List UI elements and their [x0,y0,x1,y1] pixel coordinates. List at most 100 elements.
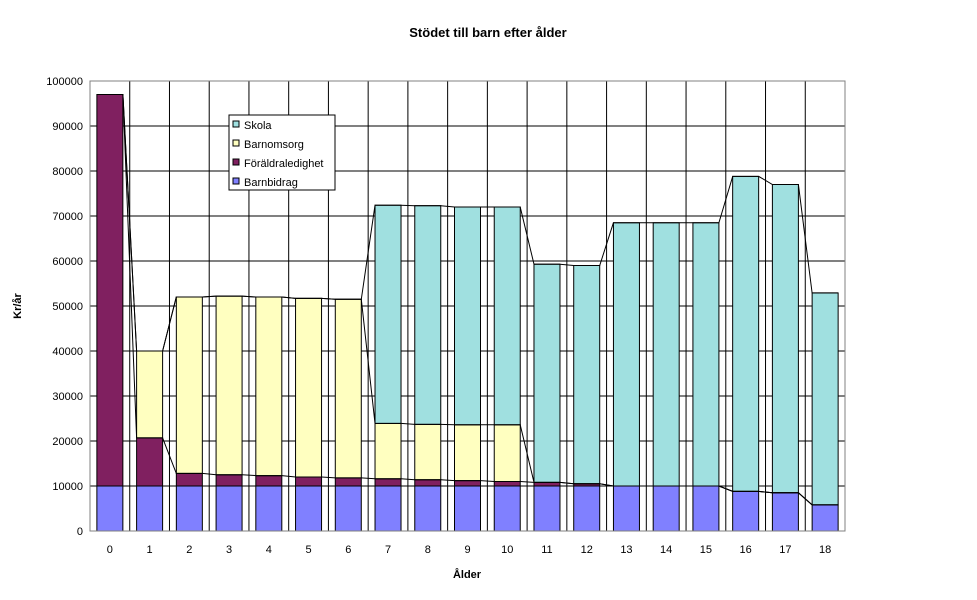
y-tick-label: 60000 [52,256,83,268]
bar-barnbidrag-17 [771,492,799,532]
x-tick-label: 4 [266,544,272,556]
bar-skola-10 [493,206,521,426]
bar-f-r-ldraledighet-1 [136,437,164,487]
bar-barnbidrag-3 [215,485,243,532]
bar-skola-17 [771,184,799,494]
legend: Skola Barnomsorg Föräldraledighet Barnbidra… [228,114,336,191]
x-tick-label: 15 [700,544,712,556]
bar-barnbidrag-1 [136,485,164,532]
bar-skola-7 [374,204,402,424]
legend-swatch [232,139,240,147]
bar-barnbidrag-14 [652,485,680,532]
bar-barnomsorg-9 [454,424,481,482]
bar-barnbidrag-9 [454,485,481,532]
bar-skola-16 [732,175,760,492]
y-tick-label: 70000 [52,211,83,223]
x-tick-label: 8 [425,544,431,556]
x-axis-title: Ålder [453,568,482,581]
bar-f-r-ldraledighet-0 [96,94,124,487]
legend-label: Föräldraledighet [244,158,324,170]
bar-barnbidrag-10 [493,485,521,532]
bar-barnomsorg-6 [334,298,362,479]
legend-label: Barnbidrag [244,177,298,189]
x-tick-label: 9 [464,544,470,556]
bar-barnomsorg-4 [255,296,283,477]
y-tick-label: 50000 [52,301,83,313]
x-tick-label: 18 [819,544,831,556]
bar-skola-15 [692,222,720,487]
x-tick-label: 2 [186,544,192,556]
y-tick-label: 20000 [52,436,83,448]
bar-skola-13 [612,222,640,487]
bar-f-r-ldraledighet-6 [334,477,362,487]
x-tick-label: 6 [345,544,351,556]
plot-border [89,80,846,532]
plot-area [89,80,846,532]
y-tick-label: 10000 [52,481,83,493]
bar-barnbidrag-15 [692,485,720,532]
bar-barnomsorg-10 [493,424,521,482]
bar-f-r-ldraledighet-8 [414,479,442,487]
chart-title: Stödet till barn efter ålder [409,25,566,40]
y-tick-label: 0 [77,526,83,538]
bar-barnbidrag-2 [175,485,203,532]
legend-swatch [232,177,240,185]
x-tick-label: 12 [581,544,593,556]
y-tick-label: 90000 [52,121,83,133]
legend-label: Skola [244,120,272,132]
bar-barnbidrag-11 [533,485,561,532]
x-tick-label: 16 [740,544,752,556]
bar-barnbidrag-7 [374,485,402,532]
bar-barnbidrag-8 [414,485,442,532]
x-tick-label: 13 [620,544,632,556]
series-line-skola [96,94,839,352]
series-lines [96,94,839,506]
x-tick-label: 3 [226,544,232,556]
bar-barnbidrag-13 [612,485,640,532]
bar-barnbidrag-4 [255,485,283,532]
bar-barnbidrag-6 [334,485,362,532]
y-tick-label: 30000 [52,391,83,403]
x-tick-label: 11 [541,544,552,556]
bar-barnomsorg-3 [215,295,243,476]
bar-f-r-ldraledighet-5 [295,476,323,487]
x-axis: 0 1 2 3 4 5 6 7 8 9 10 11 12 13 14 15 16 17 18 [107,544,831,556]
bar-f-r-ldraledighet-2 [175,472,203,487]
bar-barnbidrag-18 [811,504,839,532]
x-tick-label: 0 [107,544,113,556]
legend-swatch [232,158,240,166]
y-tick-label: 40000 [52,346,83,358]
y-axis: 0 10000 20000 30000 40000 50000 60000 70000 8000… [46,76,83,538]
bar-barnbidrag-12 [573,485,601,532]
bar-skola-11 [533,263,561,483]
y-tick-label: 100000 [46,76,83,88]
x-tick-label: 1 [147,544,153,556]
bar-f-r-ldraledighet-9 [454,480,481,487]
x-tick-label: 7 [385,544,391,556]
bar-skola-12 [573,265,601,485]
legend-box [228,114,336,191]
bar-barnomsorg-5 [295,297,323,478]
bars [96,94,839,532]
bar-barnomsorg-8 [414,423,442,481]
bar-barnbidrag-5 [295,485,323,532]
bar-f-r-ldraledighet-10 [493,481,521,487]
bar-skola-18 [811,292,839,506]
bar-barnomsorg-1 [136,350,164,439]
bar-f-r-ldraledighet-7 [374,478,402,487]
x-tick-label: 5 [305,544,311,556]
x-tick-label: 17 [779,544,791,556]
bar-f-r-ldraledighet-11 [533,481,561,487]
legend-label: Barnomsorg [244,139,304,151]
bar-f-r-ldraledighet-4 [255,475,283,487]
bar-skola-9 [454,206,481,426]
bar-barnbidrag-16 [732,490,760,532]
bar-f-r-ldraledighet-3 [215,474,243,487]
x-tick-label: 10 [501,544,513,556]
bar-barnomsorg-2 [175,296,203,474]
bar-skola-14 [652,222,680,487]
y-tick-label: 80000 [52,166,83,178]
y-axis-title: Kr/år [12,292,24,318]
bar-barnomsorg-7 [374,422,402,480]
